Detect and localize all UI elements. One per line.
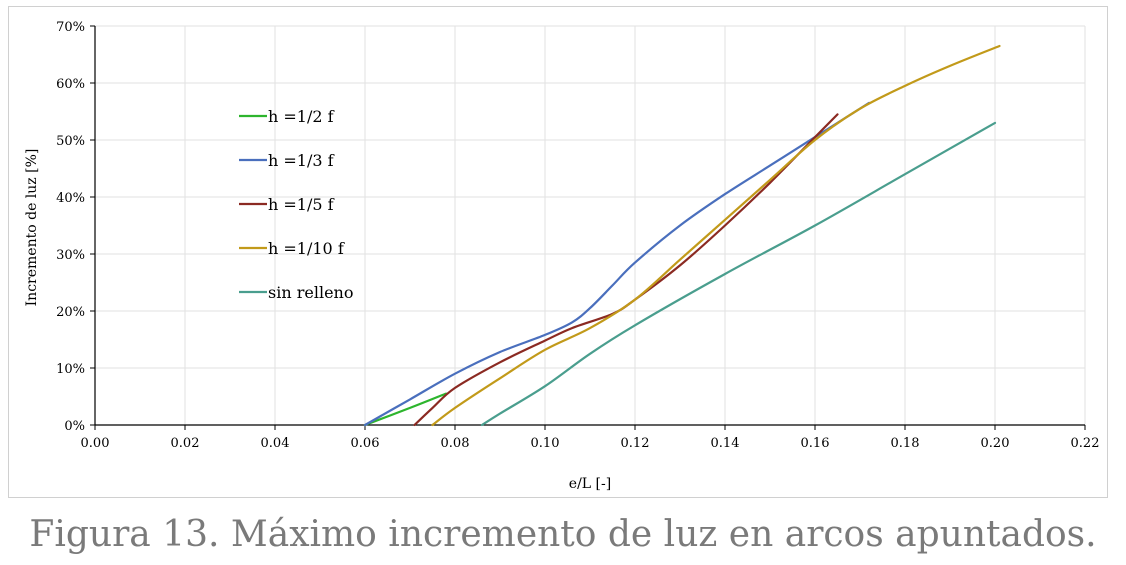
chart-frame: 0.00 0.02 0.04 0.06 0.08 0.10 0.12 0.14 0.16 0.18… (8, 6, 1108, 498)
y-tick-label: 60% (56, 77, 85, 92)
grid-lines (95, 25, 1086, 425)
x-tick-label: 0.22 (1071, 436, 1100, 451)
y-axis-label: Incremento de luz [%] (24, 149, 40, 307)
x-tick-label: 0.14 (711, 436, 740, 451)
x-tick-label: 0.08 (441, 436, 470, 451)
x-tick-label: 0.10 (531, 436, 560, 451)
y-tick-label: 0% (64, 419, 85, 434)
y-tick-label: 10% (56, 362, 85, 377)
x-tick-label: 0.20 (981, 436, 1010, 451)
series-line-h-1-10-f (431, 44, 1001, 427)
legend-label-h-1-10-f: h =1/10 f (268, 239, 345, 258)
x-tick-label: 0.04 (261, 436, 290, 451)
x-axis-label: e/L [-] (569, 476, 611, 492)
x-tick-labels: 0.00 0.02 0.04 0.06 0.08 0.10 0.12 0.14 0.16 0.18… (81, 436, 1100, 451)
figure-caption: Figura 13. Máximo incremento de luz en a… (29, 514, 1097, 555)
legend-label-h-1-5-f: h =1/5 f (268, 195, 335, 214)
x-tick-label: 0.02 (171, 436, 200, 451)
legend-label-h-1-2-f: h =1/2 f (268, 107, 335, 126)
legend-label-h-1-3-f: h =1/3 f (268, 151, 335, 170)
x-tick-label: 0.16 (801, 436, 830, 451)
legend: h =1/2 f h =1/3 f h =1/5 f h =1/10 f sin rel… (239, 107, 353, 302)
y-tick-labels: 0% 10% 20% 30% 40% 50% 60% 70% (56, 20, 85, 434)
y-tick-label: 70% (56, 20, 85, 35)
x-tick-label: 0.12 (621, 436, 650, 451)
legend-label-sin-relleno: sin relleno (268, 283, 353, 302)
x-tick-label: 0.06 (351, 436, 380, 451)
axes (90, 25, 1086, 430)
y-tick-label: 50% (56, 134, 85, 149)
x-tick-label: 0.18 (891, 436, 920, 451)
series-lines (363, 44, 1001, 427)
series-line-sin-relleno (480, 121, 997, 427)
y-tick-label: 30% (56, 248, 85, 263)
x-tick-label: 0.00 (81, 436, 110, 451)
line-chart: 0.00 0.02 0.04 0.06 0.08 0.10 0.12 0.14 0.16 0.18… (24, 20, 1100, 492)
series-line-h-1-2-f (363, 392, 448, 427)
series-line-h-1-3-f (363, 101, 871, 427)
y-tick-label: 20% (56, 305, 85, 320)
y-tick-label: 40% (56, 191, 85, 206)
